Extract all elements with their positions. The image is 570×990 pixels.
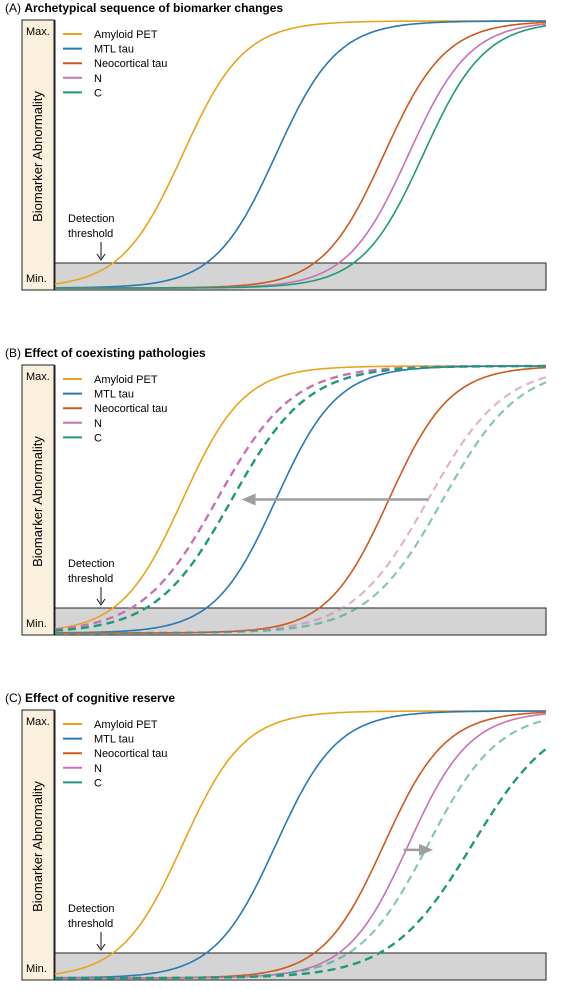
detection-label-line1: Detection xyxy=(68,558,114,570)
legend: Amyloid PET MTL tau Neocortical tau NC xyxy=(63,374,167,444)
panel-title: Archetypical sequence of biomarker chang… xyxy=(24,1,283,15)
panel-title: Effect of coexisting pathologies xyxy=(24,346,206,360)
legend-label-n: N xyxy=(94,763,102,775)
curves xyxy=(54,20,547,289)
curves xyxy=(54,364,547,635)
series-line-c-4 xyxy=(55,25,547,289)
legend-label-amyloid-pet: Amyloid PET xyxy=(94,29,158,41)
panel-c: (C) Effect of cognitive reserve Max. Min. B… xyxy=(5,691,547,981)
panel-heading: (B) Effect of coexisting pathologies xyxy=(5,346,206,360)
legend-label-amyloid-pet: Amyloid PET xyxy=(94,374,158,386)
series-line-c-6 xyxy=(55,381,547,635)
y-axis-label: Biomarker Abnormality xyxy=(30,91,45,222)
legend-label-n: N xyxy=(94,73,102,85)
legend: Amyloid PET MTL tau Neocortical tau NC xyxy=(63,719,167,789)
legend: Amyloid PET MTL tau Neocortical tau NC xyxy=(63,29,167,99)
detection-arrow-head xyxy=(96,598,106,606)
series-line-mtl-tau-1 xyxy=(55,20,546,289)
y-tick-min: Min. xyxy=(26,963,47,975)
shift-arrow-head xyxy=(241,493,256,506)
legend-label-amyloid-pet: Amyloid PET xyxy=(94,719,158,731)
y-tick-min: Min. xyxy=(26,618,47,630)
detection-arrow-head xyxy=(96,253,106,261)
legend-label-n: N xyxy=(94,418,102,430)
legend-label-neocortical-tau: Neocortical tau xyxy=(94,403,167,415)
legend-label-c: C xyxy=(94,87,102,99)
legend-label-mtl-tau: MTL tau xyxy=(94,734,134,746)
panel-letter: (B) xyxy=(5,346,24,360)
series-line-mtl-tau-1 xyxy=(55,710,546,979)
panel-a: (A) Archetypical sequence of biomarker c… xyxy=(5,1,547,291)
detection-arrow-head xyxy=(96,943,106,951)
panel-letter: (C) xyxy=(5,691,25,705)
y-tick-max: Max. xyxy=(26,716,50,728)
y-tick-min: Min. xyxy=(26,273,47,285)
panel-title: Effect of cognitive reserve xyxy=(25,691,175,705)
curves xyxy=(54,710,547,980)
legend-label-c: C xyxy=(94,777,102,789)
y-tick-max: Max. xyxy=(26,371,50,383)
panel-heading: (A) Archetypical sequence of biomarker c… xyxy=(5,1,283,15)
y-axis-band xyxy=(21,364,55,636)
shift-arrow-head xyxy=(419,843,434,856)
legend-label-c: C xyxy=(94,432,102,444)
y-axis-label: Biomarker Abnormality xyxy=(30,781,45,912)
y-axis-band xyxy=(21,709,55,981)
series-line-c-4 xyxy=(54,364,546,632)
legend-label-mtl-tau: MTL tau xyxy=(94,44,134,56)
panel-letter: (A) xyxy=(5,1,24,15)
y-tick-max: Max. xyxy=(26,26,50,38)
series-line-c-5 xyxy=(55,747,547,980)
legend-label-neocortical-tau: Neocortical tau xyxy=(94,748,167,760)
detection-label-line1: Detection xyxy=(68,903,114,915)
detection-label-line1: Detection xyxy=(68,213,114,225)
legend-label-mtl-tau: MTL tau xyxy=(94,389,134,401)
detection-label-line2: threshold xyxy=(68,573,113,585)
y-axis-band xyxy=(21,19,55,291)
detection-label-line2: threshold xyxy=(68,228,113,240)
detection-label-line2: threshold xyxy=(68,918,113,930)
legend-label-neocortical-tau: Neocortical tau xyxy=(94,58,167,70)
panel-heading: (C) Effect of cognitive reserve xyxy=(5,691,175,705)
panel-b: (B) Effect of coexisting pathologies Max.… xyxy=(5,346,547,636)
y-axis-label: Biomarker Abnormality xyxy=(30,436,45,567)
